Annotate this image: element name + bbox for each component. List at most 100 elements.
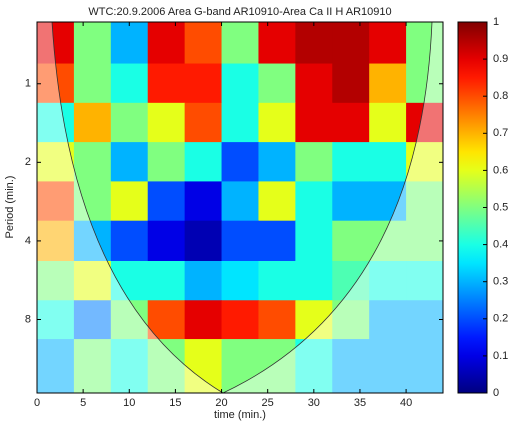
heatmap-cell [184,102,223,143]
heatmap-cell [258,142,296,182]
heatmap-cell [110,102,149,143]
heatmap-cell [406,181,443,222]
heatmap-cell [221,142,259,182]
heatmap-cell [295,300,333,340]
heatmap-cell [221,220,259,262]
heatmap-cell [406,339,443,393]
heatmap-cell [184,339,223,393]
heatmap-cell [147,181,186,222]
heatmap-cell [295,102,333,143]
x-tick-label: 30 [308,397,320,409]
y-tick-label: 1 [25,78,31,90]
heatmap-cell [184,142,223,182]
heatmap-cell [37,220,75,262]
heatmap-cell [73,300,112,340]
heatmap-cell [406,260,443,301]
heatmap-cell [73,260,112,301]
heatmap-cell [369,220,407,262]
x-tick-label: 20 [215,397,227,409]
heatmap-cell [147,22,186,65]
heatmap-cell [110,181,149,222]
heatmap-cell [184,181,223,222]
heatmap-cell [295,339,333,393]
heatmap-cell [73,142,112,182]
heatmap-cell [37,63,75,104]
x-tick-label: 35 [354,397,366,409]
heatmap-cell [369,142,407,182]
heatmap-cell [37,339,75,393]
heatmap-cell [258,102,296,143]
x-tick-label: 0 [34,397,40,409]
heatmap-cell [73,22,112,65]
cone-of-influence [37,22,443,393]
heatmap-cell [332,220,370,262]
heatmap-cell [369,63,407,104]
heatmap-cell [406,22,443,65]
heatmap-cell [258,220,296,262]
heatmap-cell [221,300,259,340]
y-tick-label: 4 [25,235,31,247]
heatmap-cell [258,300,296,340]
heatmap-cell [37,300,75,340]
heatmap-cell [369,102,407,143]
heatmap-cell [258,339,296,393]
colorbar [457,21,488,394]
heatmap-cell [295,181,333,222]
heatmap-cell [332,142,370,182]
heatmap-cell [73,102,112,143]
x-tick-label: 15 [169,397,181,409]
heatmap-cell [37,142,75,182]
heatmap-cell [295,220,333,262]
heatmap-cell [332,260,370,301]
heatmap-cell [332,339,370,393]
heatmap-cell [37,181,75,222]
x-tick-label: 40 [400,397,412,409]
heatmap-cell [110,339,149,393]
colorbar-tick-label: 0 [493,387,499,399]
colorbar-tick-label: 0.1 [493,350,508,362]
heatmap-cell [295,142,333,182]
x-axis-label: time (min.) [214,409,266,421]
colorbar-tick-label: 0.7 [493,127,508,139]
heatmap-cell [332,22,370,65]
colorbar-tick-label: 1 [493,16,499,28]
heatmap-cell [221,22,259,65]
heatmap-cell [406,142,443,182]
heatmap-cell [406,102,443,143]
heatmap-cell [332,300,370,340]
heatmap-cell [184,63,223,104]
heatmap-cell [147,102,186,143]
heatmap-cell [110,22,149,65]
heatmap-cell [73,181,112,222]
heatmap-cell [221,63,259,104]
heatmap-cell [406,300,443,340]
x-tick-label: 10 [123,397,135,409]
colorbar-tick-label: 0.2 [493,313,508,325]
colorbar-tick-label: 0.5 [493,201,508,213]
heatmap-cell [184,300,223,340]
heatmap-cell [369,339,407,393]
heatmap-cell [369,181,407,222]
heatmap-cell [110,300,149,340]
heatmap-cell [332,102,370,143]
heatmap-cell [258,63,296,104]
colorbar-tick-label: 0.9 [493,53,508,65]
x-tick-label: 25 [262,397,274,409]
heatmap-cell [147,260,186,301]
x-tick-label: 5 [80,397,86,409]
heatmap-cell [184,220,223,262]
heatmap-cell [147,63,186,104]
heatmap-cell [332,63,370,104]
heatmap-cell [369,260,407,301]
heatmap-cell [110,142,149,182]
colorbar-tick-label: 0.4 [493,239,508,251]
heatmap-cell [110,220,149,262]
chart-title: WTC:20.9.2006 Area G-band AR10910-Area C… [88,6,391,18]
heatmap-cell [258,260,296,301]
heatmap-cell [221,181,259,222]
heatmap-cell [406,220,443,262]
colorbar-tick-label: 0.8 [493,90,508,102]
heatmap-cell [258,181,296,222]
heatmap-cell [295,22,333,65]
heatmap-cell [369,22,407,65]
